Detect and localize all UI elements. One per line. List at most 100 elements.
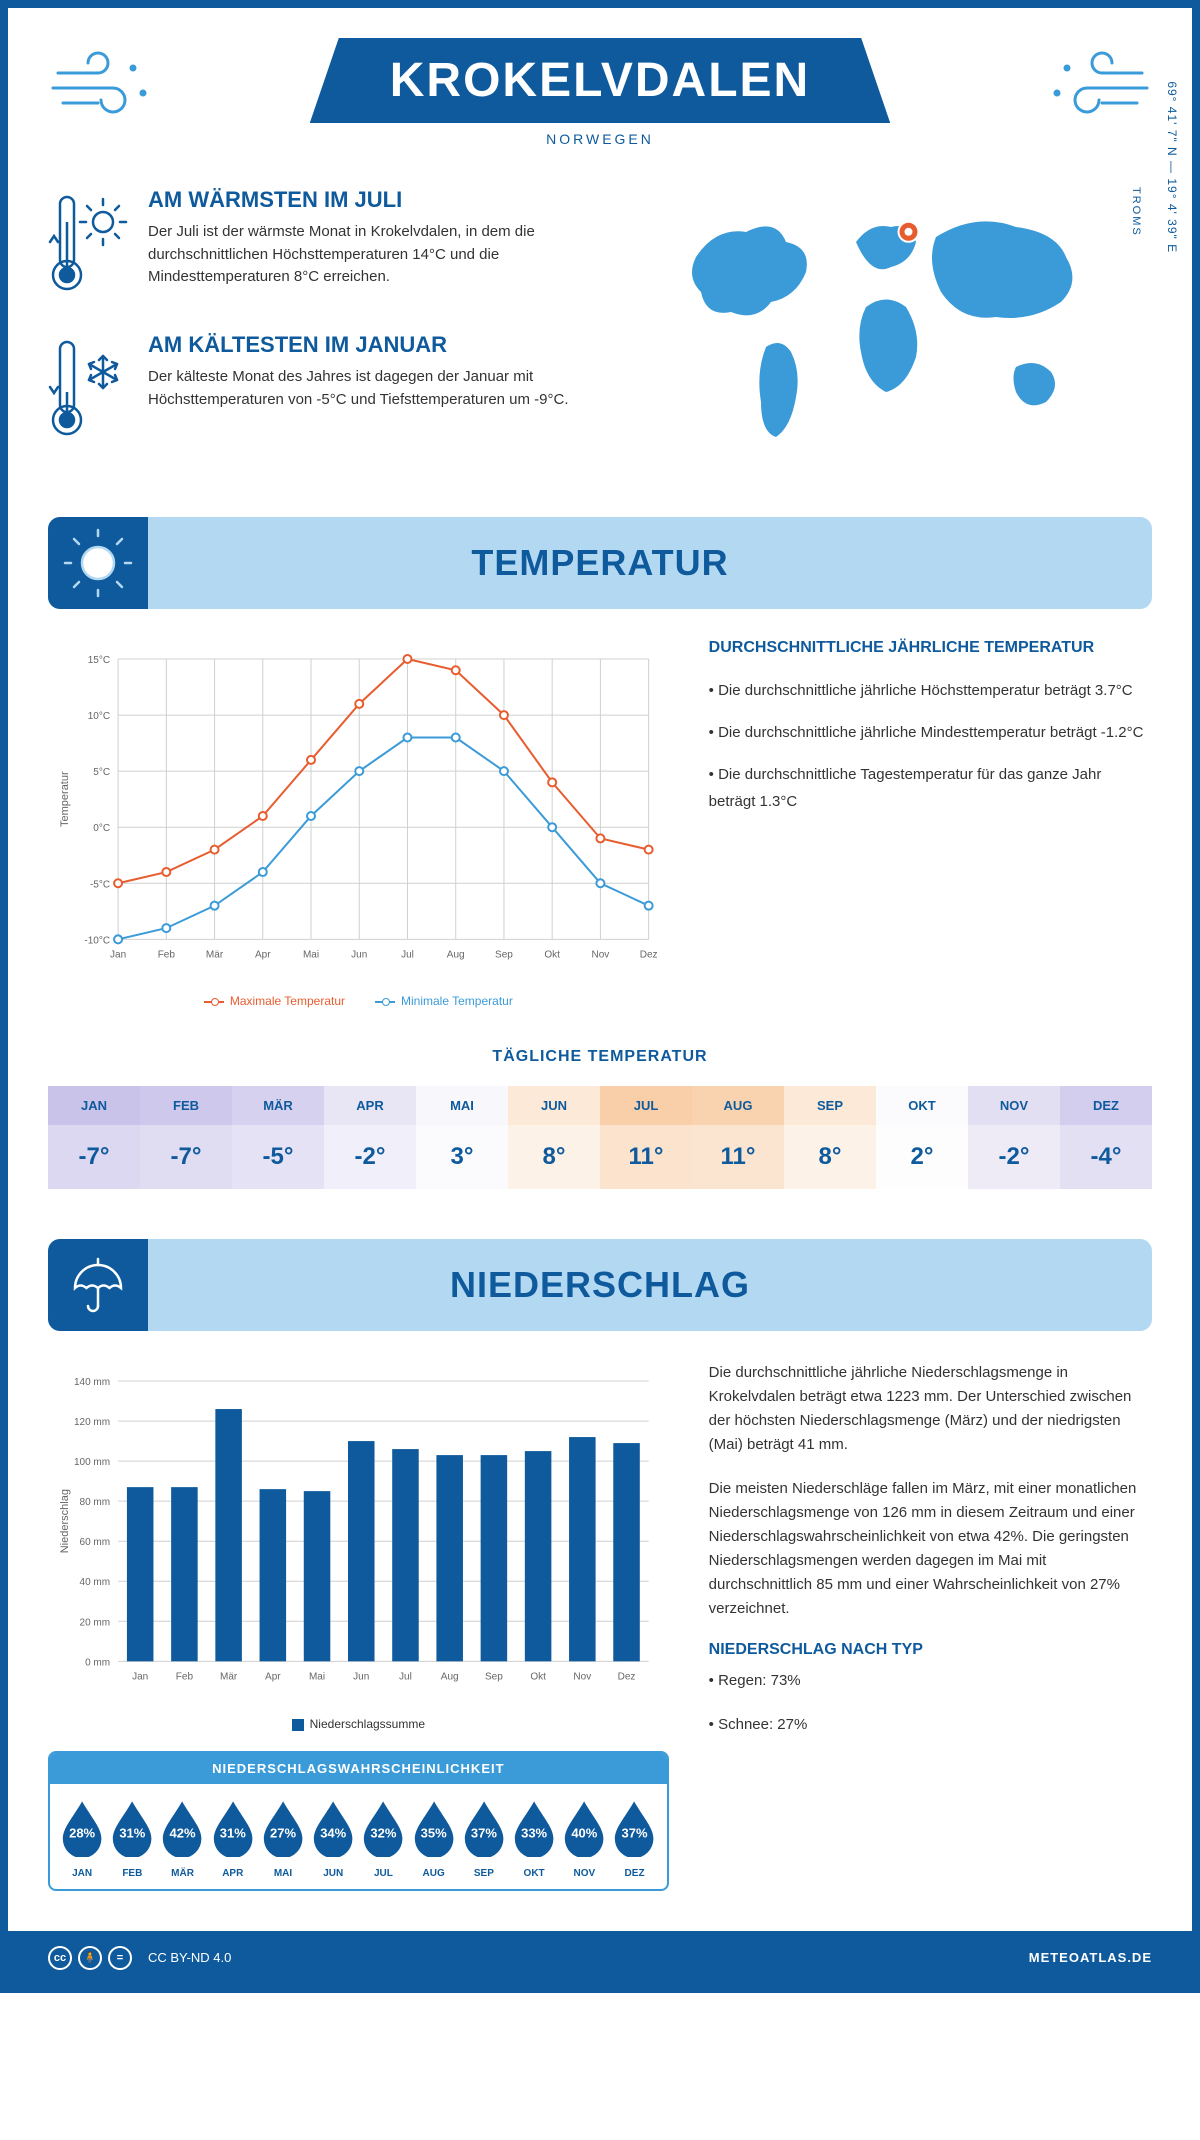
temp-header-title: TEMPERATUR bbox=[73, 542, 1127, 584]
probability-cell: 42%MÄR bbox=[158, 1799, 206, 1879]
raindrop-icon: 37% bbox=[460, 1799, 508, 1862]
probability-cell: 27%MAI bbox=[259, 1799, 307, 1879]
precip-left: 0 mm20 mm40 mm60 mm80 mm100 mm120 mm140 … bbox=[48, 1361, 669, 1890]
by-icon: 🧍 bbox=[78, 1946, 102, 1970]
precip-right: Die durchschnittliche jährliche Niedersc… bbox=[709, 1361, 1152, 1890]
daily-value-cell: -7° bbox=[48, 1125, 140, 1189]
wind-icon-right bbox=[1042, 48, 1152, 133]
svg-text:15°C: 15°C bbox=[88, 655, 110, 666]
svg-text:Sep: Sep bbox=[485, 1672, 503, 1683]
coldest-desc: Der kälteste Monat des Jahres ist dagege… bbox=[148, 366, 580, 411]
svg-text:0°C: 0°C bbox=[93, 823, 110, 834]
svg-text:Temperatur: Temperatur bbox=[59, 771, 71, 827]
precip-type: • Regen: 73% bbox=[709, 1669, 1152, 1693]
daily-value-cell: 11° bbox=[692, 1125, 784, 1189]
svg-text:Mär: Mär bbox=[220, 1672, 238, 1683]
raindrop-icon: 33% bbox=[510, 1799, 558, 1862]
daily-month-cell: JAN bbox=[48, 1086, 140, 1125]
footer: cc 🧍 = CC BY-ND 4.0 METEOATLAS.DE bbox=[8, 1931, 1192, 1985]
svg-text:Aug: Aug bbox=[441, 1672, 459, 1683]
daily-month-cell: JUN bbox=[508, 1086, 600, 1125]
svg-text:Nov: Nov bbox=[592, 949, 610, 960]
license-block: cc 🧍 = CC BY-ND 4.0 bbox=[48, 1946, 231, 1970]
probability-cell: 32%JUL bbox=[359, 1799, 407, 1879]
probability-cell: 31%APR bbox=[209, 1799, 257, 1879]
probability-cell: 31%FEB bbox=[108, 1799, 156, 1879]
daily-value-cell: 8° bbox=[508, 1125, 600, 1189]
daily-value-cell: 11° bbox=[600, 1125, 692, 1189]
probability-title: NIEDERSCHLAGSWAHRSCHEINLICHKEIT bbox=[50, 1753, 667, 1784]
probability-cell: 28%JAN bbox=[58, 1799, 106, 1879]
temp-chart: -10°C-5°C0°C5°C10°C15°CJanFebMärAprMaiJu… bbox=[48, 639, 669, 1008]
svg-text:Jun: Jun bbox=[353, 1672, 369, 1683]
raindrop-icon: 40% bbox=[560, 1799, 608, 1862]
svg-text:Aug: Aug bbox=[447, 949, 465, 960]
thermometer-sun-icon bbox=[48, 187, 128, 302]
daily-month-cell: NOV bbox=[968, 1086, 1060, 1125]
raindrop-icon: 37% bbox=[610, 1799, 658, 1862]
svg-text:Jul: Jul bbox=[401, 949, 414, 960]
svg-text:0 mm: 0 mm bbox=[85, 1658, 110, 1669]
probability-cell: 34%JUN bbox=[309, 1799, 357, 1879]
raindrop-icon: 32% bbox=[359, 1799, 407, 1862]
temp-facts: DURCHSCHNITTLICHE JÄHRLICHE TEMPERATUR •… bbox=[709, 639, 1152, 1008]
warmest-text: AM WÄRMSTEN IM JULI Der Juli ist der wär… bbox=[148, 187, 580, 302]
svg-text:10°C: 10°C bbox=[88, 711, 110, 722]
raindrop-icon: 31% bbox=[209, 1799, 257, 1862]
svg-text:Jan: Jan bbox=[110, 949, 126, 960]
intro-left: AM WÄRMSTEN IM JULI Der Juli ist der wär… bbox=[48, 187, 580, 477]
precip-header-title: NIEDERSCHLAG bbox=[73, 1264, 1127, 1306]
daily-temp-title: TÄGLICHE TEMPERATUR bbox=[48, 1048, 1152, 1066]
coldest-text: AM KÄLTESTEN IM JANUAR Der kälteste Mona… bbox=[148, 332, 580, 447]
svg-text:80 mm: 80 mm bbox=[80, 1498, 111, 1509]
precip-text-2: Die meisten Niederschläge fallen im März… bbox=[709, 1477, 1152, 1621]
svg-text:-10°C: -10°C bbox=[84, 935, 110, 946]
coldest-title: AM KÄLTESTEN IM JANUAR bbox=[148, 332, 580, 358]
thermometer-snow-icon bbox=[48, 332, 128, 447]
license-text: CC BY-ND 4.0 bbox=[148, 1950, 231, 1965]
svg-text:Mai: Mai bbox=[309, 1672, 325, 1683]
svg-text:120 mm: 120 mm bbox=[74, 1417, 110, 1428]
svg-text:5°C: 5°C bbox=[93, 767, 110, 778]
svg-text:Jun: Jun bbox=[351, 949, 367, 960]
svg-text:Nov: Nov bbox=[573, 1672, 591, 1683]
page-title: KROKELVDALEN bbox=[390, 53, 810, 108]
daily-value-cell: 2° bbox=[876, 1125, 968, 1189]
location-marker-icon bbox=[898, 221, 920, 243]
temp-content: -10°C-5°C0°C5°C10°C15°CJanFebMärAprMaiJu… bbox=[48, 639, 1152, 1008]
temp-fact: • Die durchschnittliche jährliche Mindes… bbox=[709, 719, 1152, 746]
warmest-desc: Der Juli ist der wärmste Monat in Krokel… bbox=[148, 221, 580, 289]
raindrop-icon: 27% bbox=[259, 1799, 307, 1862]
probability-grid: 28%JAN31%FEB42%MÄR31%APR27%MAI34%JUN32%J… bbox=[50, 1784, 667, 1889]
precip-type: • Schnee: 27% bbox=[709, 1713, 1152, 1737]
coldest-block: AM KÄLTESTEN IM JANUAR Der kälteste Mona… bbox=[48, 332, 580, 447]
page-subtitle: NORWEGEN bbox=[48, 131, 1152, 147]
daily-month-cell: SEP bbox=[784, 1086, 876, 1125]
svg-text:Niederschlag: Niederschlag bbox=[59, 1489, 71, 1553]
svg-text:Okt: Okt bbox=[544, 949, 560, 960]
daily-month-cell: JUL bbox=[600, 1086, 692, 1125]
umbrella-icon bbox=[48, 1239, 148, 1331]
svg-text:140 mm: 140 mm bbox=[74, 1377, 110, 1388]
header: KROKELVDALEN NORWEGEN bbox=[48, 38, 1152, 147]
daily-value-cell: -7° bbox=[140, 1125, 232, 1189]
svg-text:Dez: Dez bbox=[618, 1672, 636, 1683]
daily-value-cell: -2° bbox=[324, 1125, 416, 1189]
probability-cell: 37%SEP bbox=[460, 1799, 508, 1879]
coordinates: 69° 41' 7" N — 19° 4' 39" E bbox=[1165, 81, 1179, 253]
daily-value-cell: 3° bbox=[416, 1125, 508, 1189]
cc-icon: cc bbox=[48, 1946, 72, 1970]
warmest-block: AM WÄRMSTEN IM JULI Der Juli ist der wär… bbox=[48, 187, 580, 302]
probability-cell: 33%OKT bbox=[510, 1799, 558, 1879]
daily-temp-section: TÄGLICHE TEMPERATUR JANFEBMÄRAPRMAIJUNJU… bbox=[48, 1048, 1152, 1189]
daily-temp-values-row: -7°-7°-5°-2°3°8°11°11°8°2°-2°-4° bbox=[48, 1125, 1152, 1189]
precip-legend-label: Niederschlagssumme bbox=[310, 1717, 425, 1731]
svg-text:Jan: Jan bbox=[132, 1672, 148, 1683]
probability-box: NIEDERSCHLAGSWAHRSCHEINLICHKEIT 28%JAN31… bbox=[48, 1751, 669, 1891]
svg-text:Mär: Mär bbox=[206, 949, 224, 960]
wind-icon-left bbox=[48, 48, 158, 133]
temp-fact: • Die durchschnittliche Tagestemperatur … bbox=[709, 761, 1152, 815]
precip-content: 0 mm20 mm40 mm60 mm80 mm100 mm120 mm140 … bbox=[48, 1361, 1152, 1890]
intro-section: AM WÄRMSTEN IM JULI Der Juli ist der wär… bbox=[48, 187, 1152, 477]
probability-cell: 35%AUG bbox=[410, 1799, 458, 1879]
